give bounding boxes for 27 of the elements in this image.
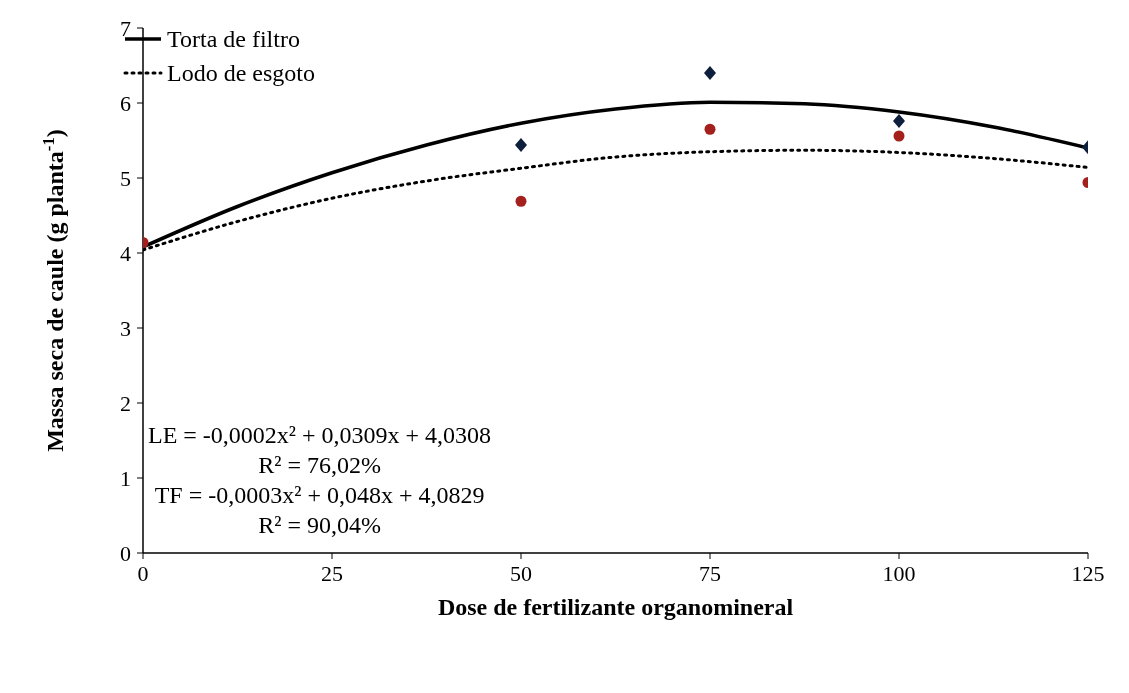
legend-label: Torta de filtro (167, 25, 300, 54)
y-tick-label: 5 (120, 165, 131, 191)
point (893, 114, 905, 128)
point (893, 130, 905, 142)
y-tick-label: 7 (120, 15, 131, 41)
y-tick-label: 3 (120, 315, 131, 341)
y-tick-label: 4 (120, 240, 131, 266)
x-tick-label: 75 (699, 560, 721, 586)
y-tick-label: 2 (120, 390, 131, 416)
point (515, 195, 527, 207)
x-tick-label: 50 (510, 560, 532, 586)
y-tick-label: 6 (120, 90, 131, 116)
x-tick-label: 100 (882, 560, 916, 586)
legend-label: Lodo de esgoto (167, 59, 315, 88)
point (704, 66, 716, 80)
y-tick-label: 0 (120, 540, 131, 566)
x-axis-title: Dose de fertilizante organomineral (437, 594, 794, 620)
y-tick-label: 1 (120, 465, 131, 491)
x-tick-label: 0 (137, 560, 149, 586)
x-tick-label: 125 (1071, 560, 1105, 586)
annotation: R² = 90,04% (257, 511, 382, 540)
point (704, 123, 716, 135)
annotation: R² = 76,02% (257, 451, 382, 480)
x-tick-label: 25 (321, 560, 343, 586)
annotation: LE = -0,0002x² + 0,0309x + 4,0308 (148, 421, 492, 450)
point (515, 138, 527, 152)
annotation: TF = -0,0003x² + 0,048x + 4,0829 (153, 481, 486, 510)
